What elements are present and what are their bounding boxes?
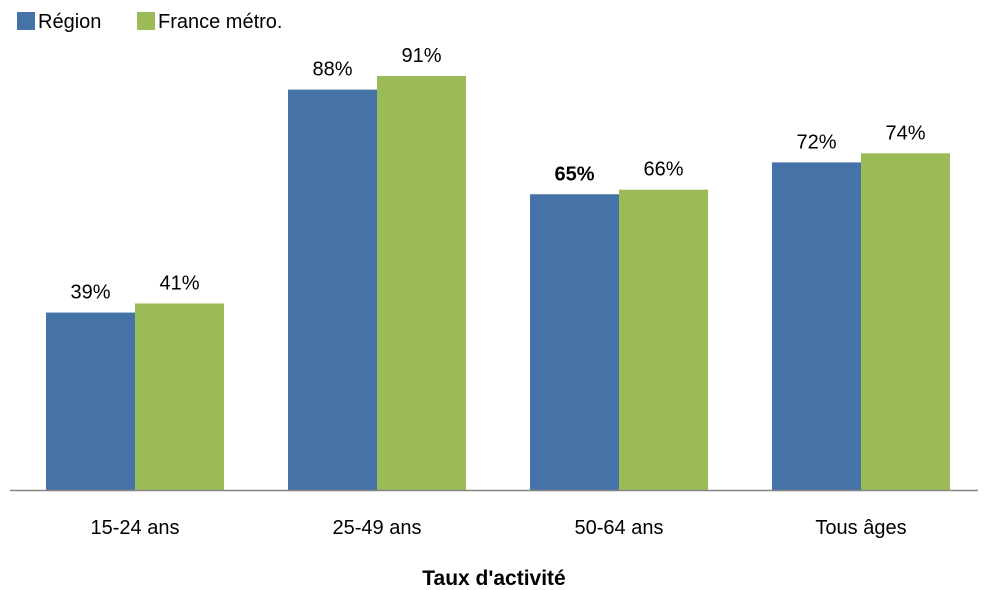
bar-france-1: [377, 75, 466, 490]
bar-france-0: [135, 303, 224, 490]
legend-label-france: France métro.: [158, 11, 282, 33]
data-label-region-1: 88%: [312, 59, 352, 81]
x-tick-label-2: 50-64 ans: [575, 517, 664, 539]
bar-region-0: [46, 312, 135, 490]
data-label-france-0: 41%: [159, 272, 199, 294]
legend-label-region: Région: [38, 11, 101, 33]
bar-france-2: [619, 189, 708, 490]
legend-swatch-region: [17, 12, 35, 30]
x-axis-title: Taux d'activité: [422, 567, 565, 590]
bar-france-3: [861, 153, 950, 491]
bars: [46, 75, 950, 491]
bar-region-1: [288, 89, 377, 490]
data-label-france-1: 91%: [401, 45, 441, 67]
bar-region-3: [772, 162, 861, 490]
legend: Région France métro.: [17, 11, 282, 33]
data-label-region-3: 72%: [796, 131, 836, 153]
x-tick-labels: 15-24 ans 25-49 ans 50-64 ans Tous âges: [91, 517, 907, 539]
x-tick-label-0: 15-24 ans: [91, 517, 180, 539]
bar-region-2: [530, 194, 619, 490]
x-tick-label-1: 25-49 ans: [333, 517, 422, 539]
data-labels: 39% 41% 88% 91% 65% 66% 72% 74%: [70, 45, 925, 304]
data-label-region-2: 65%: [554, 163, 594, 185]
data-label-france-3: 74%: [885, 122, 925, 144]
legend-swatch-france: [137, 12, 155, 30]
data-label-france-2: 66%: [643, 159, 683, 181]
x-tick-label-3: Tous âges: [815, 517, 906, 539]
data-label-region-0: 39%: [70, 282, 110, 304]
